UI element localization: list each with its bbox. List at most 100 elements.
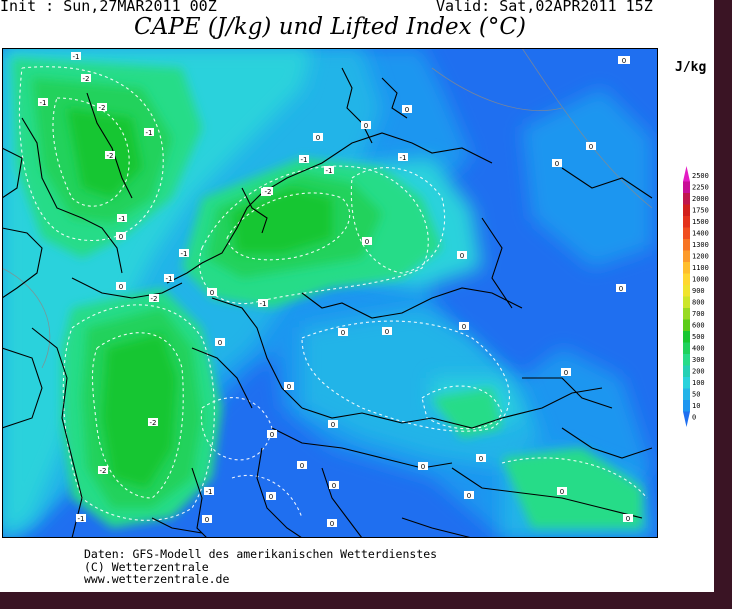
- li-label: 0: [586, 142, 596, 151]
- li-label: 0: [215, 338, 225, 347]
- li-label-text: 0: [555, 160, 559, 168]
- colorbar-tick-label: 800: [692, 299, 705, 307]
- li-label: 0: [561, 368, 571, 377]
- colorbar-tick-label: 1200: [692, 253, 709, 261]
- li-label-text: -2: [265, 188, 272, 196]
- colorbar-swatch: [683, 250, 690, 262]
- li-label: -1: [117, 214, 127, 223]
- li-label-text: 0: [205, 516, 209, 524]
- li-label-text: 0: [385, 328, 389, 336]
- li-label: -2: [97, 103, 107, 112]
- colorbar-tick-label: 400: [692, 345, 705, 353]
- li-label-text: 0: [287, 383, 291, 391]
- li-label-text: 0: [365, 238, 369, 246]
- li-label: 0: [284, 382, 294, 391]
- li-label: -2: [105, 151, 115, 160]
- colorbar-swatch: [683, 181, 690, 193]
- colorbar-swatch: [683, 342, 690, 354]
- li-label-text: 0: [626, 515, 630, 523]
- li-label: 0: [616, 284, 626, 293]
- li-label-text: -1: [40, 99, 47, 107]
- colorbar-tick-label: 50: [692, 391, 700, 399]
- colorbar-tick-label: 10: [692, 402, 700, 410]
- li-label: -1: [71, 52, 81, 61]
- li-label: -1: [76, 514, 86, 523]
- valid-time-label: Valid: Sat,02APR2011 15Z: [436, 0, 653, 15]
- li-label: 0: [476, 454, 486, 463]
- li-label-text: 0: [269, 493, 273, 501]
- li-label: 0: [418, 462, 428, 471]
- li-label: 0: [552, 159, 562, 168]
- li-label-text: -2: [83, 75, 90, 83]
- li-label: -2: [148, 418, 158, 427]
- li-label-text: -1: [301, 156, 308, 164]
- colorbar-swatch: [683, 388, 690, 400]
- init-time-label: Init : Sun,27MAR2011 00Z: [0, 0, 217, 15]
- colorbar-swatch: [683, 273, 690, 285]
- weather-chart-frame: Init : Sun,27MAR2011 00Z Valid: Sat,02AP…: [0, 0, 714, 592]
- li-label: -1: [179, 249, 189, 258]
- li-label: 0: [459, 322, 469, 331]
- li-label-text: -1: [181, 250, 188, 258]
- li-label: -1: [38, 98, 48, 107]
- colorbar-swatch: [683, 331, 690, 343]
- colorbar-swatch: [683, 262, 690, 274]
- colorbar-tick-label: 500: [692, 333, 705, 341]
- li-label-text: 0: [619, 285, 623, 293]
- colorbar-tick-label: 900: [692, 287, 705, 295]
- footer-copyright: (C) Wetterzentrale: [84, 559, 209, 574]
- colorbar-swatch: [683, 204, 690, 216]
- colorbar-swatch: [683, 193, 690, 205]
- li-label: -1: [258, 299, 268, 308]
- li-label-text: -2: [151, 295, 158, 303]
- li-label-text: 0: [300, 462, 304, 470]
- colorbar-tick-label: 700: [692, 310, 705, 318]
- li-label: 0: [207, 288, 217, 297]
- li-label: 0: [338, 328, 348, 337]
- li-label: -2: [98, 466, 108, 475]
- footer-data-source: Daten: GFS-Modell des amerikanischen Wet…: [84, 547, 438, 561]
- li-label-text: 0: [564, 369, 568, 377]
- colorbar-tick-label: 2000: [692, 195, 709, 203]
- lifted-index-labels: -1 -2 -1 -2 -2 -1 0 -1 -2 -1 0 -1 0 -1 -…: [38, 52, 633, 528]
- colorbar-swatch: [683, 227, 690, 239]
- li-label: 0: [313, 133, 323, 142]
- colorbar-swatch: [683, 166, 690, 182]
- colorbar-swatch: [683, 354, 690, 366]
- colorbar-tick-label: 600: [692, 322, 705, 330]
- cape-colorbar: 2500225020001750150014001300120011001000…: [683, 166, 709, 427]
- li-label: 0: [116, 232, 126, 241]
- li-label-text: 0: [462, 323, 466, 331]
- colorbar-swatch: [683, 216, 690, 228]
- li-label-text: 0: [460, 252, 464, 260]
- colorbar-swatch: [683, 411, 690, 427]
- colorbar-tick-label: 1100: [692, 264, 709, 272]
- colorbar-swatch: [683, 365, 690, 377]
- li-label-text: -1: [146, 129, 153, 137]
- cape-map: -1 -2 -1 -2 -2 -1 0 -1 -2 -1 0 -1 0 -1 -…: [2, 48, 658, 538]
- li-label: -1: [164, 274, 174, 283]
- li-label-text: 0: [467, 492, 471, 500]
- li-label-text: 0: [421, 463, 425, 471]
- colorbar-tick-label: 1400: [692, 230, 709, 238]
- colorbar-swatch: [683, 296, 690, 308]
- li-label: 0: [202, 515, 212, 524]
- li-label-text: 0: [589, 143, 593, 151]
- li-label: 0: [618, 56, 630, 65]
- li-label: 0: [362, 237, 372, 246]
- bottom-strip: [0, 592, 732, 609]
- footer-credits: Daten: GFS-Modell des amerikanischen Wet…: [84, 548, 437, 586]
- li-label-text: 0: [119, 283, 123, 291]
- li-label-text: -1: [400, 154, 407, 162]
- colorbar-tick-label: 300: [692, 356, 705, 364]
- li-label: -1: [204, 487, 214, 496]
- li-label-text: 0: [218, 339, 222, 347]
- colorbar-swatch: [683, 400, 690, 412]
- li-label: 0: [557, 487, 567, 496]
- li-label: 0: [329, 481, 339, 490]
- li-label-text: 0: [331, 421, 335, 429]
- li-label-text: 0: [622, 57, 626, 65]
- li-label-text: 0: [316, 134, 320, 142]
- li-label-text: -1: [73, 53, 80, 61]
- colorbar-swatch: [683, 308, 690, 320]
